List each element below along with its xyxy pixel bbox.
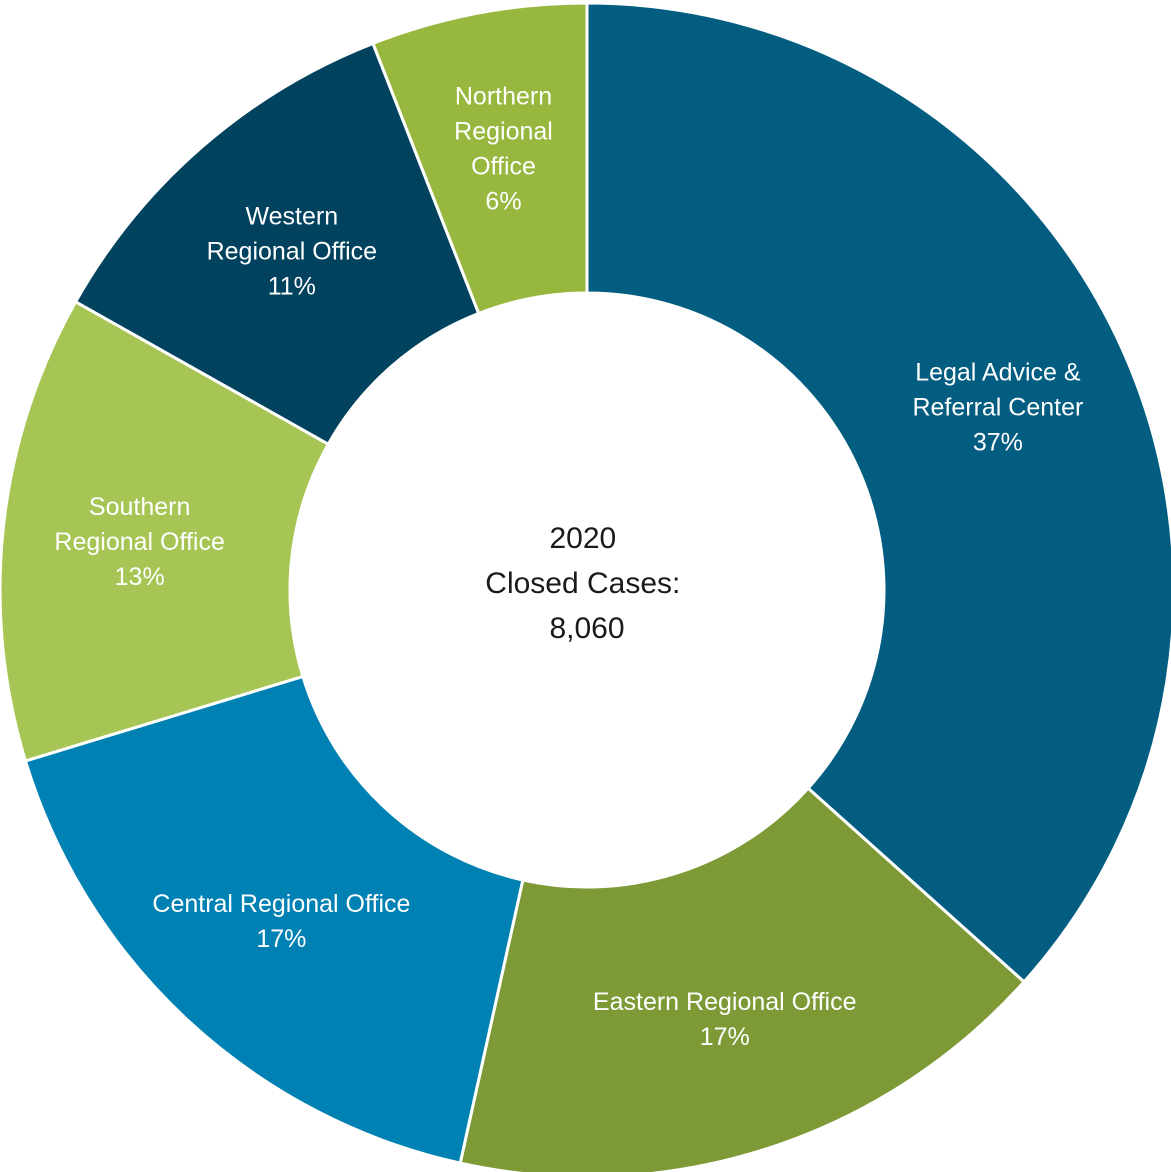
slice-name-line: Regional [454,117,553,145]
slice-value-label: 37% [973,429,1023,457]
slice-value-label: 6% [485,187,521,215]
slice-name-line: Regional Office [54,528,224,556]
center-year: 2020 [549,522,616,555]
slice-label-legal-advice-and-referral-center: Legal Advice & Referral Center 37% [912,359,1083,457]
slice-name-line: Western [246,202,339,230]
slice-name-line: Legal Advice & [915,359,1081,387]
slice-central-regional-office [23,674,525,1165]
center-caption: Closed Cases: [485,567,680,600]
slice-label-western-regional-office: Western Regional Office 11% [207,202,377,300]
slice-name-line: Office [471,152,536,180]
center-summary: 2020 Closed Cases: 8,060 [485,522,688,645]
slice-name-line: Northern [455,82,552,110]
slice-value-label: 17% [700,1023,750,1051]
slice-name-line: Regional Office [207,237,377,265]
chart-slice-labels: Legal Advice & Referral Center 37% Eastern … [54,82,1083,1051]
slice-label-southern-regional-office: Southern Regional Office 13% [54,493,224,591]
slice-value-label: 17% [256,925,306,953]
slice-name-line: Referral Center [912,394,1083,422]
slice-legal-advice-and-referral-center [585,1,1171,984]
center-total: 8,060 [549,612,624,645]
slice-label-eastern-regional-office: Eastern Regional Office 17% [593,988,857,1051]
slice-northern-regional-office [371,1,589,316]
slice-name-line: Southern [89,493,190,521]
slice-name-line: Central Regional Office [152,890,410,918]
slice-label-northern-regional-office: Northern Regional Office 6% [454,82,553,215]
slice-name-line: Eastern Regional Office [593,988,857,1016]
slice-value-label: 13% [115,563,165,591]
slice-southern-regional-office [0,299,331,763]
slice-western-regional-office [73,41,481,447]
slice-value-label: 11% [268,272,316,300]
slice-label-central-regional-office: Central Regional Office 17% [152,890,410,953]
